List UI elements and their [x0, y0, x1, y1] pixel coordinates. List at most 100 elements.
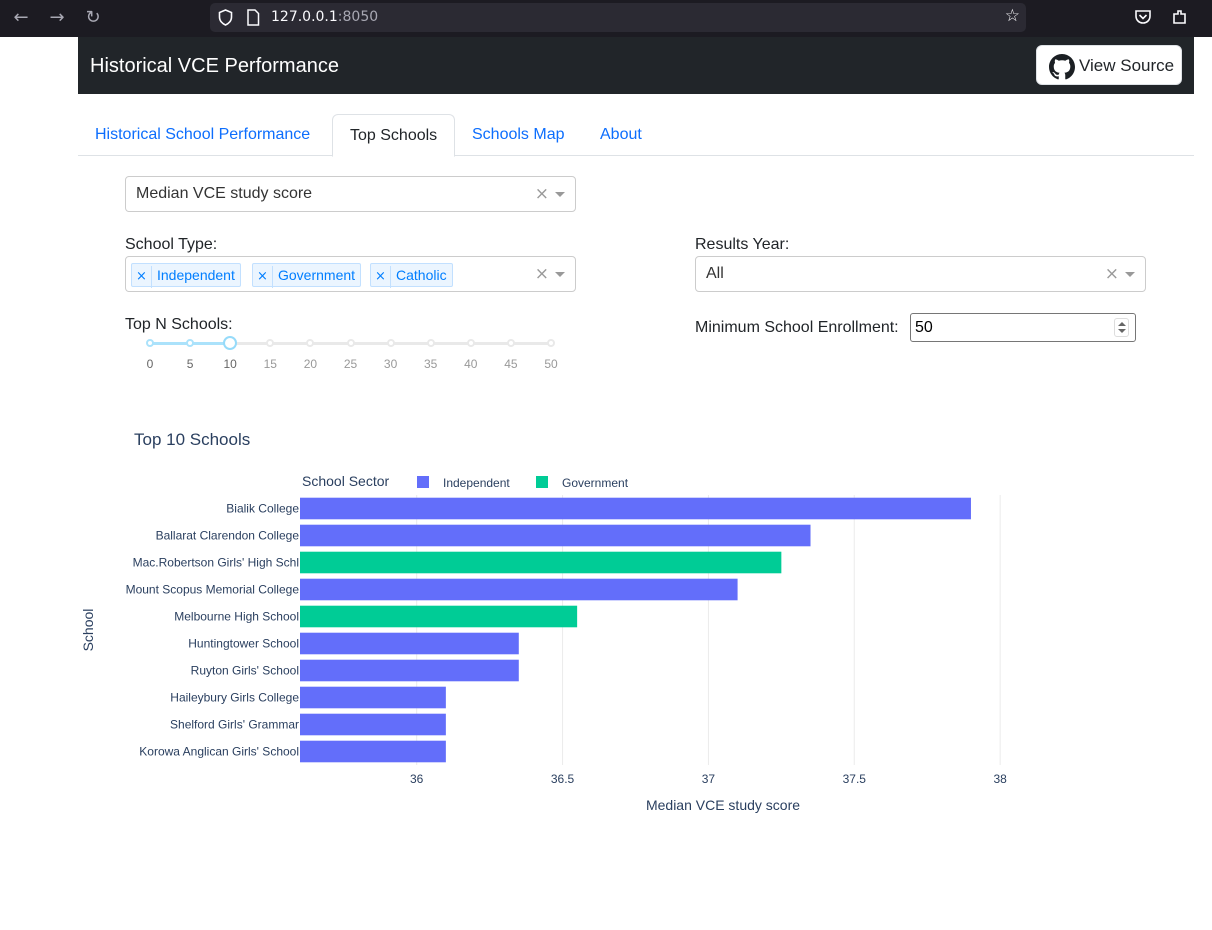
slider-step-dot[interactable] — [186, 339, 195, 347]
y-tick-label: Mac.Robertson Girls' High Schl — [133, 556, 299, 570]
reload-icon[interactable]: ↻ — [85, 7, 101, 28]
slider-step-dot[interactable] — [426, 339, 435, 347]
slider-mark-label: 5 — [186, 357, 194, 371]
y-axis-title: School — [80, 609, 96, 652]
chip-government: × Government — [252, 263, 362, 288]
slider-step-dot[interactable] — [547, 339, 555, 347]
slider-step-dot[interactable] — [466, 339, 475, 347]
bar — [300, 740, 446, 763]
y-tick-label: Haileybury Girls College — [170, 691, 299, 705]
tab-bar: Historical School Performance Top School… — [78, 114, 1194, 157]
chevron-down-icon[interactable] — [1125, 272, 1135, 277]
slider-step-dot[interactable] — [146, 339, 154, 347]
chevron-down-icon[interactable] — [555, 272, 565, 277]
page-icon — [247, 9, 260, 26]
remove-chip-icon[interactable]: × — [371, 266, 391, 288]
chip-independent: × Independent — [131, 263, 241, 288]
view-source-label: View Source — [1079, 56, 1175, 75]
min-enrollment-value: 50 — [915, 319, 933, 336]
min-enrollment-input[interactable]: 50 — [910, 313, 1136, 342]
spin-down-icon[interactable] — [1118, 329, 1126, 333]
slider-mark-label: 35 — [424, 357, 438, 371]
slider-step-dot[interactable] — [306, 339, 315, 347]
legend-title: School Sector — [302, 473, 389, 489]
slider-handle[interactable] — [223, 336, 238, 350]
slider-step-dot[interactable] — [266, 339, 275, 347]
slider-step-dot[interactable] — [506, 339, 515, 347]
legend-swatch — [536, 476, 548, 488]
clear-icon[interactable]: × — [534, 264, 549, 284]
bar-chart: Bialik College Ballarat Clarendon College… — [80, 473, 1007, 813]
tab-historical-school-performance[interactable]: Historical School Performance — [95, 126, 311, 143]
bar — [300, 713, 446, 736]
y-tick-label: Korowa Anglican Girls' School — [139, 745, 299, 759]
results-year-value: All — [706, 265, 724, 282]
clear-icon[interactable]: × — [534, 184, 549, 204]
y-tick-label: Melbourne High School — [174, 610, 299, 624]
min-enrollment-label: Minimum School Enrollment: — [695, 319, 899, 336]
slider-mark-label: 20 — [303, 357, 318, 371]
browser-toolbar: ← → ↻ 127.0.0.1:8050 ☆ — [0, 0, 1212, 37]
slider-mark-label: 10 — [223, 357, 237, 371]
results-year-label: Results Year: — [695, 236, 790, 253]
results-year-dropdown[interactable]: All × — [695, 256, 1146, 292]
slider-mark-label: 0 — [146, 357, 154, 371]
remove-chip-icon[interactable]: × — [132, 266, 152, 288]
bar — [300, 605, 578, 628]
number-spinner[interactable] — [1114, 318, 1129, 337]
metric-dropdown-value: Median VCE study score — [136, 185, 313, 202]
back-icon[interactable]: ← — [13, 7, 29, 28]
forward-icon[interactable]: → — [49, 7, 65, 28]
clear-icon[interactable]: × — [1104, 264, 1119, 284]
app-navbar: Historical VCE Performance View Source — [78, 37, 1194, 94]
slider-mark-label: 30 — [383, 357, 398, 371]
url-text: 127.0.0.1:8050 — [271, 9, 379, 25]
bar — [300, 686, 446, 709]
slider-mark-label: 45 — [504, 357, 518, 371]
github-icon — [1049, 54, 1075, 80]
x-axis-title: Median VCE study score — [646, 797, 800, 813]
top-n-label: Top N Schools: — [125, 316, 233, 333]
slider-step-dot[interactable] — [346, 339, 355, 347]
tab-schools-map[interactable]: Schools Map — [472, 126, 565, 143]
y-tick-label: Shelford Girls' Grammar — [170, 718, 299, 732]
slider-mark-label: 15 — [263, 357, 277, 371]
x-tick-label: 37.5 — [843, 772, 867, 786]
shield-icon — [218, 9, 233, 26]
bar — [300, 659, 519, 682]
y-tick-label: Bialik College — [226, 502, 299, 516]
legend-swatch — [417, 476, 429, 488]
chevron-down-icon[interactable] — [555, 192, 565, 197]
tab-top-schools[interactable]: Top Schools — [332, 114, 456, 157]
bookmark-star-icon[interactable]: ☆ — [1004, 6, 1020, 26]
x-tick-label: 37 — [702, 772, 716, 786]
bar — [300, 551, 782, 574]
address-bar[interactable]: 127.0.0.1:8050 ☆ — [210, 3, 1026, 32]
extensions-icon[interactable] — [1170, 7, 1190, 27]
metric-dropdown[interactable]: Median VCE study score × — [125, 176, 576, 212]
school-type-label: School Type: — [125, 236, 218, 253]
slider-step-dot[interactable] — [386, 339, 395, 347]
view-source-button[interactable]: View Source — [1036, 45, 1182, 85]
x-tick-label: 36.5 — [551, 772, 575, 786]
bar — [300, 578, 738, 601]
school-type-dropdown[interactable]: × Independent × Government × Catholic × — [125, 256, 576, 292]
y-tick-label: Ballarat Clarendon College — [156, 529, 300, 543]
chip-catholic: × Catholic — [370, 263, 453, 288]
bar — [300, 524, 811, 547]
chart-title: Top 10 Schools — [134, 430, 251, 449]
app-title: Historical VCE Performance — [90, 55, 339, 77]
y-tick-label: Mount Scopus Memorial College — [126, 583, 300, 597]
legend-item: Government — [562, 476, 629, 490]
tab-about[interactable]: About — [600, 126, 642, 143]
slider-mark-label: 25 — [343, 357, 358, 371]
x-tick-label: 38 — [993, 772, 1007, 786]
legend-item: Independent — [443, 476, 510, 490]
slider-mark-label: 40 — [464, 357, 478, 371]
pocket-icon[interactable] — [1133, 7, 1153, 27]
spin-up-icon[interactable] — [1118, 322, 1126, 326]
remove-chip-icon[interactable]: × — [253, 266, 273, 288]
x-tick-label: 36 — [410, 772, 424, 786]
bar — [300, 497, 971, 520]
slider-mark-label: 50 — [544, 357, 558, 371]
